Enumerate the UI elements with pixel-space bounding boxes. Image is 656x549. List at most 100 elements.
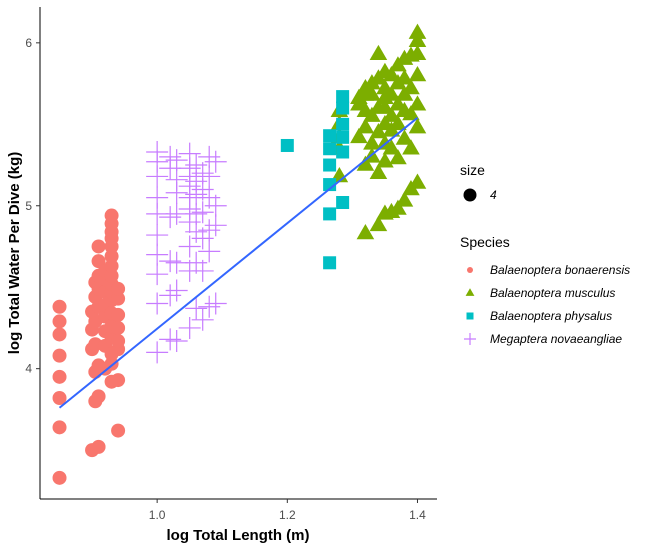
data-point [159, 250, 182, 273]
legend-label-musculus: Balaenoptera musculus [490, 286, 615, 300]
data-point [191, 259, 214, 282]
data-point [336, 117, 350, 131]
legend-key-triangle [465, 288, 475, 296]
y-tick-label: 5 [25, 199, 32, 213]
axes [39, 7, 437, 500]
data-point [91, 389, 106, 404]
series-triangle [330, 23, 427, 240]
data-point [104, 208, 119, 223]
legend-label-physalus: Balaenoptera physalus [490, 309, 612, 323]
y-tick-label: 6 [25, 36, 32, 50]
data-point [382, 65, 401, 82]
data-point [402, 79, 420, 95]
data-point [185, 251, 208, 274]
x-tick-label: 1.2 [279, 508, 296, 522]
data-point [91, 239, 106, 254]
data-point [408, 65, 427, 82]
points-layer [52, 23, 427, 485]
legend-key-plus [464, 333, 476, 345]
data-point [408, 31, 427, 47]
legend: size 4 Species Balaenoptera bonaerensis … [460, 162, 630, 346]
data-point [185, 202, 208, 225]
data-point [336, 90, 350, 104]
data-point [198, 186, 221, 209]
data-point [191, 162, 214, 185]
data-point [369, 215, 388, 232]
data-point [402, 139, 420, 155]
data-point [204, 194, 227, 217]
data-point [336, 130, 350, 144]
data-point [369, 123, 388, 139]
data-point [52, 369, 67, 384]
data-point [408, 95, 427, 111]
data-point [191, 201, 214, 224]
data-point [52, 420, 67, 435]
data-point [185, 297, 208, 320]
data-point [363, 106, 381, 122]
data-point [369, 44, 388, 61]
data-point [165, 202, 188, 225]
data-point [159, 206, 182, 229]
data-point [111, 307, 126, 322]
data-point [389, 149, 407, 165]
data-point [111, 281, 126, 296]
data-point [165, 251, 188, 274]
data-point [376, 98, 394, 114]
data-point [111, 320, 126, 335]
data-point [159, 145, 182, 168]
data-point [323, 142, 337, 156]
data-point [198, 165, 221, 188]
data-point [204, 292, 227, 315]
data-point [395, 129, 414, 145]
data-point [382, 85, 401, 101]
data-point [323, 178, 337, 192]
size-legend-label: 4 [490, 188, 497, 202]
ticks: 1.0 1.2 1.4 4 5 6 [25, 36, 426, 522]
data-point [323, 158, 337, 172]
data-point [91, 439, 106, 454]
data-point [376, 152, 394, 168]
data-point [356, 118, 375, 134]
data-point [389, 114, 407, 131]
data-point [198, 219, 221, 242]
data-point [323, 129, 337, 143]
data-point [280, 138, 294, 152]
x-tick-label: 1.0 [149, 508, 166, 522]
data-point [146, 341, 169, 364]
data-point [165, 329, 188, 352]
data-point [191, 308, 214, 331]
data-point [198, 145, 221, 168]
data-point [402, 105, 420, 121]
data-point [146, 243, 169, 266]
data-point [111, 423, 126, 438]
data-point [165, 168, 188, 191]
size-legend-key [463, 188, 477, 202]
data-point [111, 373, 126, 388]
data-point [389, 199, 407, 215]
data-point [395, 191, 414, 207]
data-point [146, 224, 169, 247]
data-point [165, 279, 188, 302]
data-point [323, 256, 337, 270]
data-point [356, 224, 375, 240]
series-square [280, 90, 350, 270]
data-point [159, 328, 182, 351]
x-tick-label: 1.4 [409, 508, 426, 522]
data-point [111, 333, 126, 348]
data-point [356, 155, 375, 171]
y-tick-label: 4 [25, 362, 32, 376]
data-point [363, 85, 381, 101]
series-circle [52, 208, 126, 485]
data-point [185, 154, 208, 177]
data-point [104, 259, 119, 274]
data-point [191, 227, 214, 250]
data-point [178, 316, 201, 339]
data-point [204, 150, 227, 173]
data-point [363, 134, 381, 150]
data-point [52, 348, 67, 363]
data-point [146, 186, 169, 209]
size-legend-title: size [460, 162, 485, 178]
data-point [408, 118, 427, 134]
data-point [408, 173, 427, 189]
